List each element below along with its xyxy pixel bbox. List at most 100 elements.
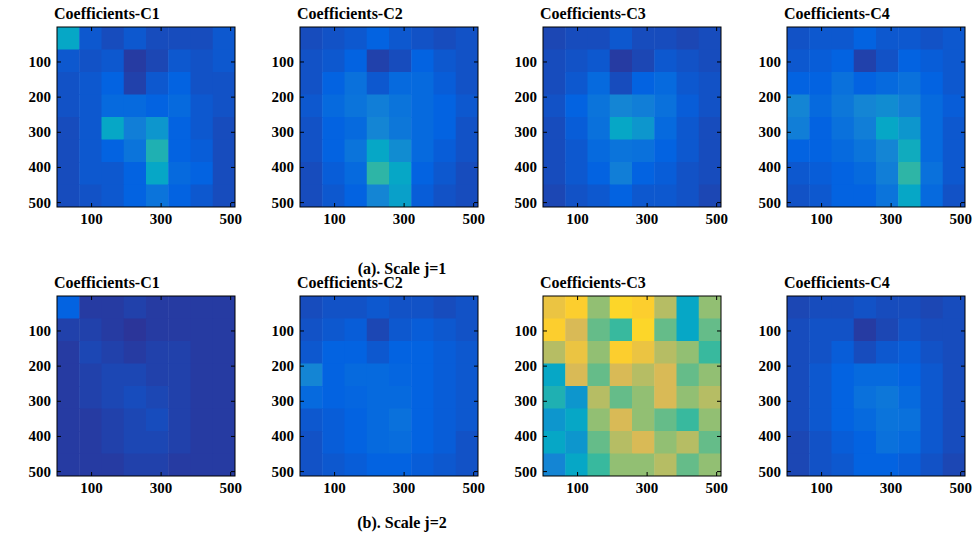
cell [565, 319, 588, 342]
cell [456, 140, 478, 163]
cell [102, 364, 125, 387]
y-tick [717, 167, 721, 168]
cell [832, 50, 855, 73]
cell [543, 319, 566, 342]
cell [389, 27, 412, 50]
cell [168, 296, 191, 319]
frame [787, 27, 965, 207]
cell [434, 27, 457, 50]
y-tick [57, 61, 61, 62]
y-tick [474, 366, 478, 367]
panel: Coefficients-C3100300500100200300400500 [515, 274, 728, 496]
y-tick-label: 100 [515, 323, 538, 339]
cell [898, 319, 921, 342]
y-tick-label: 300 [272, 124, 295, 140]
y-tick [787, 366, 791, 367]
cell [654, 296, 677, 319]
cell [921, 162, 944, 185]
cell [300, 117, 323, 140]
cells [543, 27, 721, 207]
cell [809, 454, 832, 477]
cell [57, 341, 80, 364]
cell [565, 117, 588, 140]
cell [300, 386, 323, 409]
cell [921, 319, 944, 342]
cell [102, 95, 125, 118]
cell [434, 72, 457, 95]
cell [389, 409, 412, 432]
cells [300, 296, 478, 476]
y-tick [961, 436, 965, 437]
cell [677, 117, 700, 140]
cell [787, 409, 810, 432]
x-tick-label: 500 [949, 211, 972, 227]
cell [809, 95, 832, 118]
cell [610, 364, 633, 387]
cell [610, 27, 633, 50]
cell [168, 364, 191, 387]
panel-title: Coefficients-C1 [54, 274, 160, 291]
cells [300, 27, 478, 207]
cell [832, 454, 855, 477]
cell [367, 95, 390, 118]
x-tick [161, 296, 162, 300]
cell [809, 341, 832, 364]
cell [876, 341, 899, 364]
y-tick [543, 202, 547, 203]
y-tick [474, 330, 478, 331]
cell [565, 431, 588, 454]
y-tick [231, 436, 235, 437]
cell [543, 386, 566, 409]
cell [79, 27, 102, 50]
cell [191, 50, 214, 73]
x-tick [647, 296, 648, 300]
cell [610, 296, 633, 319]
cell [411, 296, 434, 319]
x-tick-label: 500 [705, 480, 728, 496]
cell [832, 117, 855, 140]
cell [124, 386, 147, 409]
cell [588, 117, 611, 140]
cell [832, 364, 855, 387]
cell [367, 185, 390, 208]
y-tick [231, 401, 235, 402]
cell [389, 72, 412, 95]
y-tick [231, 202, 235, 203]
y-tick [961, 97, 965, 98]
cell [57, 140, 80, 163]
x-tick [230, 296, 231, 300]
x-tick [821, 296, 822, 300]
y-tick [231, 132, 235, 133]
cell [943, 409, 965, 432]
cell [168, 319, 191, 342]
cell [565, 409, 588, 432]
cell [699, 454, 721, 477]
cell [876, 409, 899, 432]
y-tick-label: 200 [759, 358, 782, 374]
cell [191, 409, 214, 432]
cell [654, 364, 677, 387]
cell [699, 341, 721, 364]
cell [411, 117, 434, 140]
cell [300, 185, 323, 208]
y-tick [474, 436, 478, 437]
cell [300, 409, 323, 432]
y-tick [231, 97, 235, 98]
cell [168, 140, 191, 163]
cell [456, 341, 478, 364]
cell [146, 409, 169, 432]
y-tick-label: 200 [515, 89, 538, 105]
cell [832, 431, 855, 454]
cell [787, 341, 810, 364]
cell [389, 454, 412, 477]
cell [699, 319, 721, 342]
frame [300, 296, 478, 476]
cell [79, 431, 102, 454]
y-tick [961, 471, 965, 472]
cell [367, 319, 390, 342]
y-tick-label: 400 [515, 159, 538, 175]
cell [57, 454, 80, 477]
cell [146, 117, 169, 140]
cell [610, 431, 633, 454]
cell [809, 319, 832, 342]
